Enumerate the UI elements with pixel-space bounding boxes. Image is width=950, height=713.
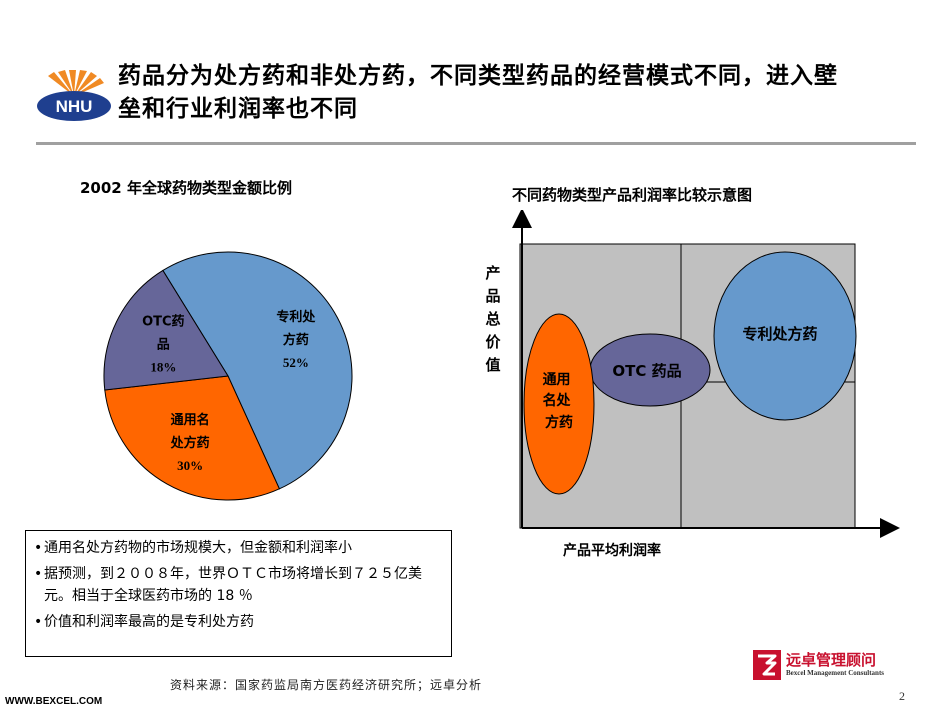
otc-bubble-label: OTC 药品 <box>612 362 681 380</box>
note-item: • 价值和利润率最高的是专利处方药 <box>34 611 443 633</box>
bubble-chart-title: 不同药物类型产品利润率比较示意图 <box>512 186 753 204</box>
title-line-1: 药品分为处方药和非处方药，不同类型药品的经营模式不同，进入壁 <box>118 63 838 89</box>
website-url[interactable]: WWW.BEXCEL.COM <box>5 696 103 707</box>
svg-text:NHU: NHU <box>56 97 93 116</box>
title-line-2: 垒和行业利润率也不同 <box>118 96 358 122</box>
bullet-marker: • <box>34 540 43 556</box>
generic-bubble <box>523 313 595 495</box>
pie-label-otc: OTC药品 18% <box>142 314 184 375</box>
source-note: 资料来源：国家药监局南方医药经济研究所；远卓分析 <box>170 678 483 692</box>
page-title: 药品分为处方药和非处方药，不同类型药品的经营模式不同，进入壁 垒和行业利润率也不… <box>118 60 938 126</box>
patent-bubble-label: 专利处方药 <box>742 325 817 343</box>
note-item: • 据预测，到２００８年，世界ＯＴＣ市场将增长到７２５亿美元。相当于全球医药市场… <box>34 563 443 607</box>
patent-bubble <box>713 251 857 421</box>
title-divider <box>36 142 916 145</box>
y-axis-label: 产 品 总 价 值 <box>485 264 501 374</box>
bubble-chart: OTC 药品 通用 名处 方药 专利处方药 <box>512 210 900 538</box>
pie-slice-otc <box>103 269 229 391</box>
pie-slice-generic <box>104 375 281 501</box>
bullet-marker: • <box>34 566 43 582</box>
pie-chart-title: 2002 年全球药物类型金额比例 <box>80 179 292 197</box>
generic-bubble-label: 通用 名处 方药 <box>543 372 576 431</box>
notes-box: • 通用名处方药物的市场规模大，但金额和利润率小 • 据预测，到２００８年，世界… <box>25 530 452 657</box>
bullet-marker: • <box>34 614 43 630</box>
brand-name: 远卓管理顾问 <box>786 651 877 669</box>
brand-subtitle: Bexcel Management Consultants <box>786 669 884 677</box>
pie-slice-patent <box>162 251 353 490</box>
pie-chart: 专利处方药 52% 通用名处方药 30% OTC药品 18% <box>103 251 353 501</box>
pie-label-patent: 专利处方药 52% <box>276 309 316 370</box>
nhu-logo: NHU <box>37 70 111 121</box>
page-number: 2 <box>899 689 905 703</box>
x-axis-label: 产品平均利润率 <box>563 543 661 559</box>
pie-label-generic: 通用名处方药 30% <box>170 412 210 473</box>
note-item: • 通用名处方药物的市场规模大，但金额和利润率小 <box>34 537 443 559</box>
bexcel-logo-icon <box>753 650 781 680</box>
